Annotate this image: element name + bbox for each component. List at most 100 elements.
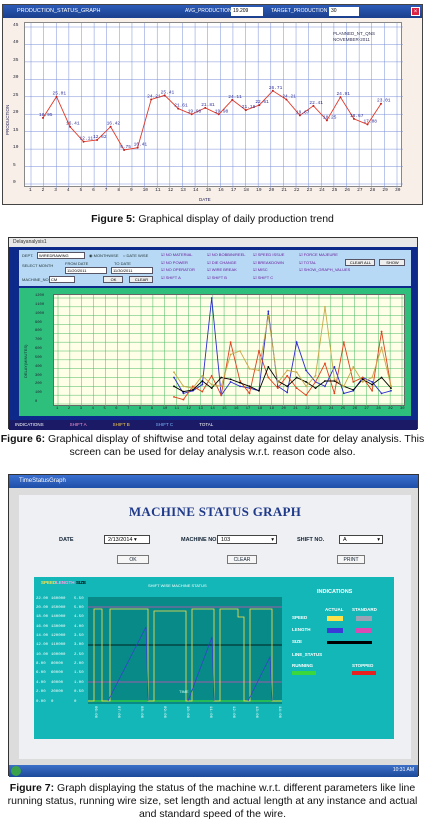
reason-checkbox[interactable]: ☑ TOTAL xyxy=(299,259,317,265)
from-date-input[interactable]: 11/20/2011 xyxy=(65,267,107,274)
ok-button[interactable]: OK xyxy=(117,555,149,564)
date-picker[interactable]: 2/13/2014 ▾ xyxy=(104,535,150,544)
data-label: 19.98 xyxy=(188,108,202,114)
show-button[interactable]: SHOW xyxy=(379,259,405,266)
data-point xyxy=(276,387,279,389)
clock: 10:31 AM xyxy=(392,767,414,773)
standard-label: STANDARD xyxy=(352,607,377,612)
reason-checkbox[interactable]: ☑ SPEED ISSUE xyxy=(253,252,285,257)
y-tick: 200 xyxy=(35,382,42,387)
start-button-icon[interactable] xyxy=(11,766,21,776)
calendar-icon[interactable]: ▾ xyxy=(134,537,137,543)
x-tick: 26 xyxy=(352,407,358,411)
x-tick: 14 xyxy=(193,188,199,193)
delay-chart xyxy=(54,295,406,407)
data-point xyxy=(371,389,374,392)
delay-series-line xyxy=(173,297,392,397)
data-point xyxy=(191,385,194,388)
reason-checkbox[interactable]: ☑ DIE CHANGE xyxy=(207,259,237,265)
x-tick: 30 xyxy=(400,407,405,411)
monthwise-radio[interactable]: ◉ MONTHWISE xyxy=(89,253,119,258)
x-tick: 29 xyxy=(388,407,393,411)
clear-button[interactable]: CLEAR xyxy=(129,276,153,283)
shift-select[interactable]: A ▾ xyxy=(339,535,383,544)
x-tick: 11 xyxy=(174,407,180,411)
y-tick: 15 xyxy=(13,127,19,133)
reason-checkbox[interactable]: ☑ MISC xyxy=(253,267,268,272)
data-point xyxy=(201,383,204,386)
data-label: 16.42 xyxy=(107,121,121,127)
y-tick: 30 xyxy=(13,75,19,81)
length-column-label: LENGTH xyxy=(56,580,75,585)
length-tick: 20000 xyxy=(51,690,64,695)
data-point xyxy=(173,396,175,398)
data-label: 12.11 xyxy=(80,136,94,142)
y-tick: 45 xyxy=(13,23,19,28)
machine-label: MACHINE_NO. xyxy=(22,277,50,282)
reason-checkbox[interactable]: ☑ SHIFT C xyxy=(253,274,274,280)
x-tick: 27 xyxy=(357,188,363,193)
figure7-caption: Figure 7: Graph displaying the status of… xyxy=(0,782,425,821)
to-date-input[interactable]: 11/30/2011 xyxy=(111,267,153,274)
reason-checkbox[interactable]: ☑ NO BOBBIN/REEL xyxy=(207,252,246,257)
reason-checkbox[interactable]: ☑ SHOW_GRAPH_VALUES xyxy=(299,267,351,272)
machine-select[interactable]: 103 ▾ xyxy=(217,535,277,544)
print-button[interactable]: PRINT xyxy=(337,555,365,564)
indications-title: INDICATIONS xyxy=(317,589,353,595)
x-axis-ticks: 06:00 07:00 08:00 09:00 10:00 11:00 12:00 13:00… xyxy=(88,706,282,734)
data-point xyxy=(244,109,247,112)
machine-select[interactable]: CM xyxy=(49,276,75,283)
x-tick: 11 xyxy=(155,188,161,193)
x-tick: 3 xyxy=(79,407,82,411)
size-tick: 3.50 xyxy=(74,633,84,638)
data-point xyxy=(210,297,213,299)
close-icon[interactable]: × xyxy=(411,7,420,16)
x-tick: 10:00 xyxy=(185,706,189,719)
to-date-label: TO DATE xyxy=(114,261,131,266)
dept-select[interactable]: WIREDRAWING xyxy=(37,252,85,259)
y-tick: 700 xyxy=(35,338,42,343)
y-tick: 0 xyxy=(13,180,16,185)
length-tick: 130000 xyxy=(51,624,66,629)
actual-speed-line xyxy=(88,608,282,702)
datewise-radio[interactable]: ○ DATE WISE xyxy=(123,253,149,258)
data-point xyxy=(325,119,328,122)
ok-button[interactable]: OK xyxy=(103,276,123,283)
data-point xyxy=(258,389,260,392)
x-tick: 21 xyxy=(293,407,298,411)
data-point xyxy=(314,381,317,383)
x-tick: 17 xyxy=(230,188,237,193)
data-label: 22.61 xyxy=(255,99,269,105)
data-point xyxy=(276,385,279,388)
data-label: 25.41 xyxy=(161,89,175,95)
shift-no-label: SHIFT NO. xyxy=(297,537,325,543)
data-point xyxy=(305,381,307,383)
clear-button[interactable]: CLEAR xyxy=(227,555,257,564)
machine-no-label: MACHINE NO. xyxy=(181,537,218,543)
reason-checkbox[interactable]: ☑ NO OPERATOR xyxy=(161,267,195,272)
y-tick: 40 xyxy=(13,40,19,46)
x-tick: 12 xyxy=(186,407,192,411)
data-point xyxy=(267,366,270,368)
length-tick: 80000 xyxy=(51,662,64,667)
x-axis-ticks: 1 2 3 4 5 6 7 8 9 10 11 12 13 14 15 16 17 18 19 20 21 22 23 24 2… xyxy=(53,407,405,413)
legend-line-1: PLANNED_NT_QNS xyxy=(333,31,376,36)
data-point xyxy=(285,98,288,101)
reason-checkbox[interactable]: ☑ SHIFT B xyxy=(207,274,227,280)
reason-checkbox[interactable]: ☑ FORCE MAJEURE xyxy=(299,252,338,257)
x-tick: 25 xyxy=(331,188,338,193)
data-point xyxy=(220,376,223,379)
x-tick: 7 xyxy=(104,188,108,193)
reason-checkbox[interactable]: ☑ WIRE BREAK xyxy=(207,267,237,272)
data-point xyxy=(371,376,374,379)
data-point xyxy=(109,125,112,128)
reason-checkbox[interactable]: ☑ NO POWER xyxy=(161,259,188,265)
status-item: SHIFT C xyxy=(155,422,174,427)
reason-checkbox[interactable]: ☑ BREAKDOWN xyxy=(253,259,284,265)
window-title: Delayanalysis1 xyxy=(9,238,417,247)
reason-checkbox[interactable]: ☑ NO MATERIAL xyxy=(161,252,193,257)
x-tick: 5 xyxy=(79,188,83,193)
reason-checkbox[interactable]: ☑ SHIFT A xyxy=(161,274,181,280)
x-axis-label: DATE xyxy=(199,197,211,202)
clear-all-button[interactable]: CLEAR ALL xyxy=(345,259,375,266)
